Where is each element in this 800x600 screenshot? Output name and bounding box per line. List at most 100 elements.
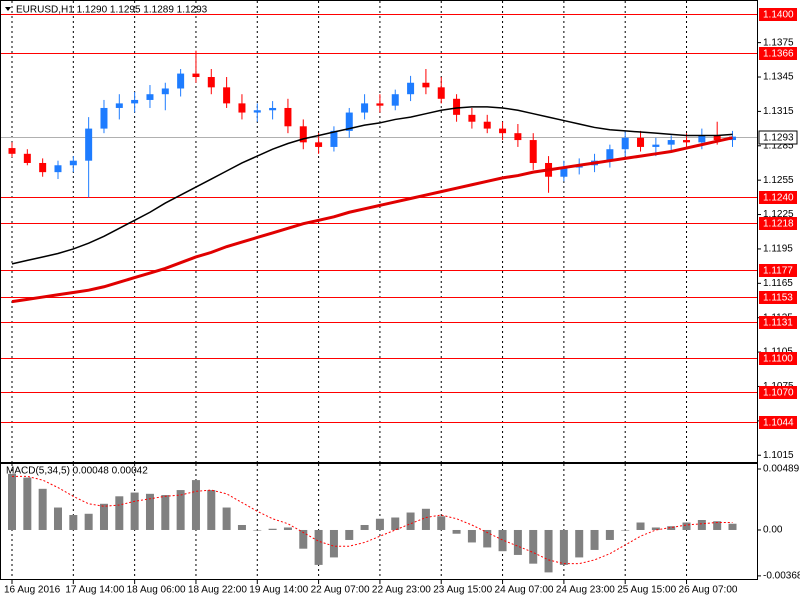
candle-body [437,87,445,99]
candle-body [299,126,307,143]
candle-body [499,128,507,134]
moving-average [11,136,733,304]
candle-body [637,137,645,147]
macd-bar [513,529,522,555]
macd-bar [575,529,584,558]
macd-bar [621,529,630,531]
macd-bar [421,508,430,530]
x-tick-label: 26 Aug 07:00 [679,585,738,596]
macd-bar [498,529,507,552]
macd-bar [682,522,691,530]
level-label-box [759,8,797,21]
candle-body [269,107,277,111]
last-price-box [758,130,798,145]
macd-bar [191,480,200,530]
macd-bar [529,529,538,564]
macd-bar [452,529,461,534]
candle-body [100,107,108,129]
candle-body [529,140,537,163]
macd-bar [222,507,231,530]
macd-bar [636,522,645,530]
moving-average [11,106,733,265]
candle-body [391,94,399,106]
y-tick-label: 1.1015 [763,450,794,461]
level-label: 1.1070 [763,388,794,399]
candle-body [177,73,185,89]
candle-body [23,153,31,163]
candle-body [192,73,200,78]
candle-body [8,148,16,154]
macd-bar [544,529,553,573]
level-label: 1.1400 [763,10,794,21]
y-tick-label: 1.1195 [763,244,793,255]
y-tick-label: -0.00368 [763,571,800,582]
x-tick-label: 23 Aug 15:00 [433,585,492,596]
macd-bar [360,524,369,530]
candle-body [652,144,660,147]
candle-body [376,103,384,106]
candle-body [713,135,721,141]
level-label-box [759,316,797,329]
y-tick-label: 1.1345 [763,72,794,83]
macd-bar [467,529,476,543]
macd-bar [299,529,308,549]
macd-bar [605,529,614,540]
level-label-box [759,416,797,429]
chart-title: EURUSD,H1 1.1290 1.1295 1.1289 1.1293 [16,5,208,16]
candle-body [483,121,491,129]
level-label: 1.1240 [763,193,794,204]
x-tick-label: 24 Aug 23:00 [556,585,615,596]
last-price-label: 1.1293 [763,133,794,144]
macd-bar [697,520,706,530]
candle-body [667,140,675,145]
macd-bar [115,496,124,530]
macd-bar [590,529,599,550]
candle-body [253,110,261,113]
candle-body [54,165,62,173]
level-label: 1.1177 [763,266,793,277]
level-label: 1.1044 [763,418,794,429]
macd-bar [345,529,354,540]
level-label: 1.1153 [763,293,793,304]
macd-bar [130,492,139,530]
y-tick-label: 1.1315 [763,106,794,117]
candle-body [69,160,77,166]
macd-bar [53,507,62,530]
y-tick-label: 0.00489 [763,464,800,475]
macd-bar [728,523,737,530]
level-label: 1.1100 [763,354,793,365]
x-tick-label: 22 Aug 07:00 [311,585,370,596]
x-tick-label: 17 Aug 14:00 [65,585,124,596]
x-tick-label: 18 Aug 22:00 [188,585,247,596]
candle-body [315,142,323,147]
candle-body [514,133,522,141]
candle-body [284,107,292,127]
macd-bar [84,513,93,530]
x-tick-label: 18 Aug 06:00 [127,585,186,596]
level-label-box [759,386,797,399]
y-tick-label: 1.1375 [763,37,794,48]
level-label-box [759,291,797,304]
macd-bar [38,488,47,530]
x-tick-label: 22 Aug 23:00 [372,585,431,596]
candle-body [115,103,123,108]
candle-body [85,128,93,161]
macd-bar [23,477,32,530]
y-tick-label: 0.00 [763,525,783,536]
level-label-box [759,191,797,204]
macd-bar [651,527,660,530]
candle-body [683,140,691,143]
candle-body [131,99,139,104]
y-tick-label: 1.1225 [763,209,794,220]
x-tick-label: 24 Aug 07:00 [495,585,554,596]
level-label-box [759,47,797,60]
macd-bar [176,490,185,530]
candle-body [330,130,338,147]
macd-title: MACD(5,34,5) 0.00048 0.00042 [6,466,148,477]
x-tick-label: 16 Aug 2016 [4,585,61,596]
macd-bar [391,517,400,530]
candle-body [146,94,154,100]
x-tick-label: 25 Aug 15:00 [617,585,676,596]
